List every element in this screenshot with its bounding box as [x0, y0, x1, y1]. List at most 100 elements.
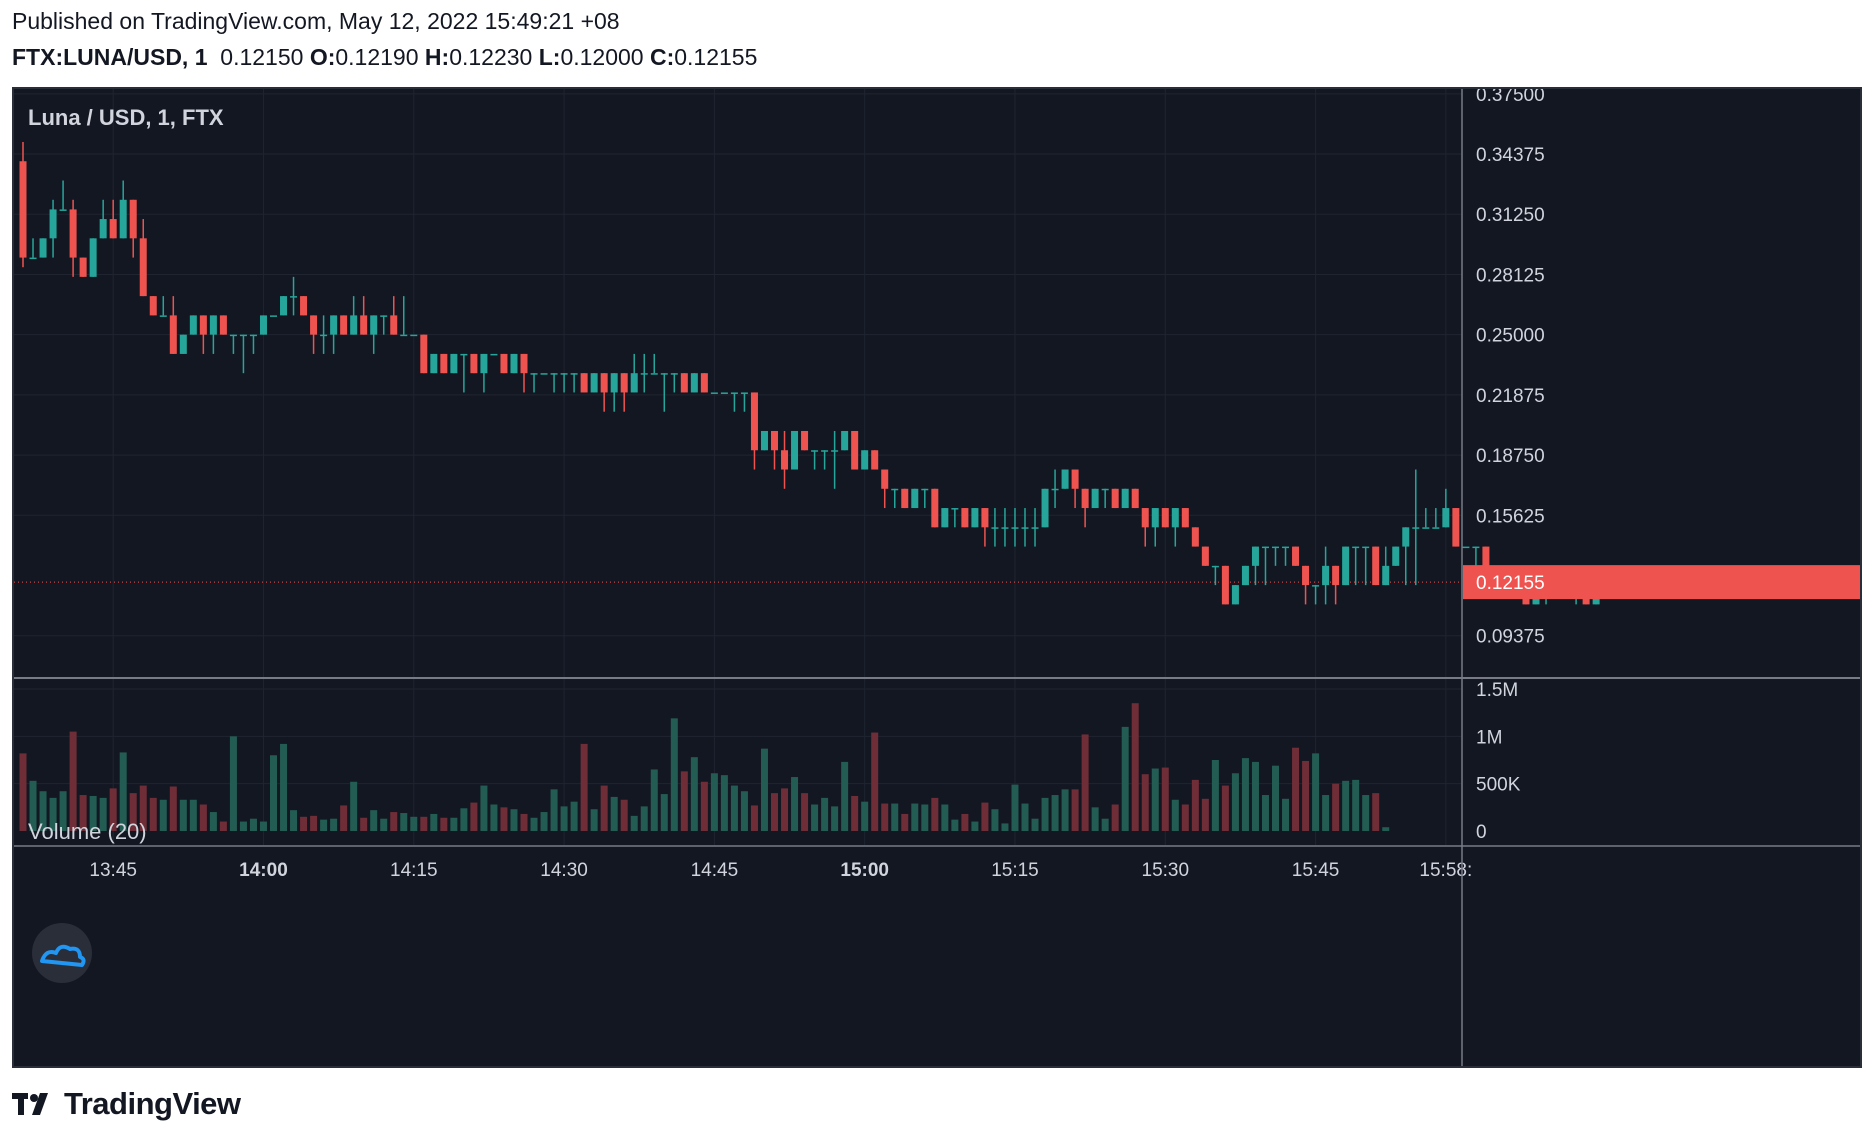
cloud-icon	[40, 944, 86, 967]
volume-bar	[239, 821, 247, 831]
candle-body	[119, 199, 127, 239]
volume-bar	[560, 806, 568, 831]
price-tick-label: 0.28125	[1476, 265, 1545, 286]
volume-bar	[931, 797, 939, 831]
candle-body	[199, 315, 207, 335]
candle-body	[129, 199, 137, 239]
candlestick-chart[interactable]: 0.37500 0.34375 0.31250 0.28125 0.25000 0.218…	[14, 89, 1860, 1066]
volume-bar	[791, 777, 799, 831]
open-value: 0.12190	[335, 44, 419, 70]
candle-body	[1372, 546, 1380, 586]
candle-body	[1241, 565, 1249, 586]
volume-bar	[881, 803, 889, 831]
time-tick-label: 15:45	[1292, 860, 1340, 881]
volume-bar	[1061, 789, 1069, 831]
candle-body	[1482, 546, 1490, 566]
volume-bar	[280, 743, 288, 831]
candle	[1251, 546, 1259, 586]
volume-bar	[911, 803, 919, 831]
candle-body	[1432, 527, 1440, 529]
candle	[500, 353, 508, 374]
candle-body	[1352, 546, 1360, 549]
published-info: Published on TradingView.com, May 12, 20…	[12, 8, 620, 34]
candle-body	[891, 488, 899, 491]
volume-bar	[290, 810, 298, 831]
candle	[450, 353, 458, 374]
candle-body	[340, 315, 348, 335]
volume-bar	[1091, 807, 1099, 831]
volume-bar	[740, 791, 748, 831]
candle-body	[781, 450, 789, 470]
candle	[1231, 585, 1239, 605]
candle	[1191, 527, 1199, 547]
volume-bar	[630, 815, 638, 831]
candle	[1081, 488, 1089, 528]
candle-body	[280, 296, 288, 316]
candle	[280, 296, 288, 316]
tradingview-logo[interactable]: TradingView	[12, 1086, 241, 1122]
candle	[1021, 508, 1029, 547]
volume-bar	[79, 795, 87, 831]
volume-bar	[771, 793, 778, 831]
volume-bar	[179, 799, 187, 831]
candle	[1272, 546, 1279, 566]
candle-body	[229, 334, 237, 337]
candle-body	[530, 373, 538, 375]
candle-body	[1021, 527, 1029, 529]
candle	[19, 141, 27, 268]
time-tick-label: 15:30	[1142, 860, 1190, 881]
volume-bar	[330, 818, 338, 831]
volume-bar	[760, 748, 768, 831]
candle-body	[490, 353, 498, 356]
candle	[1221, 565, 1229, 605]
high-value: 0.12230	[449, 44, 533, 70]
candle-body	[169, 315, 177, 354]
time-tick-label: 15:15	[991, 860, 1039, 881]
candle	[109, 199, 117, 239]
candle-body	[470, 353, 478, 374]
candle	[1001, 508, 1009, 547]
volume-bar	[961, 813, 969, 831]
candle	[811, 450, 819, 470]
volume-bar	[300, 816, 308, 831]
candle-body	[380, 315, 388, 317]
candle	[259, 315, 267, 335]
candle-body	[500, 353, 508, 374]
candle	[239, 334, 247, 374]
volume-bar	[1191, 779, 1199, 831]
close-value: 0.12155	[674, 44, 758, 70]
volume-bar	[781, 788, 789, 831]
volume-bar	[650, 769, 658, 831]
candle-body	[630, 373, 638, 393]
candle-body	[1141, 508, 1149, 528]
candle-body	[670, 373, 678, 375]
candle-body	[1251, 546, 1259, 566]
candle-body	[440, 353, 448, 374]
candle-body	[690, 373, 698, 393]
tradingview-badge[interactable]	[32, 923, 92, 983]
candle	[1091, 488, 1099, 509]
candle	[290, 276, 298, 316]
candle	[891, 488, 899, 509]
candle	[660, 373, 668, 412]
volume-bar	[1131, 703, 1139, 831]
volume-bar	[229, 736, 237, 831]
candle	[540, 373, 548, 375]
volume-bar	[270, 755, 277, 831]
candle-body	[821, 450, 829, 452]
volume-bar	[1322, 795, 1330, 831]
candle-body	[1181, 508, 1189, 528]
candle-body	[1031, 527, 1039, 529]
candle-body	[139, 238, 147, 297]
volume-bar	[1021, 803, 1029, 831]
candle-body	[1282, 546, 1290, 549]
price-tick-label: 0.18750	[1476, 446, 1545, 467]
candle	[1332, 565, 1340, 605]
volume-tick-label: 1.5M	[1476, 680, 1518, 701]
candle-body	[1061, 469, 1069, 489]
candle-body	[640, 373, 648, 375]
candle	[1261, 546, 1269, 586]
candle	[1111, 488, 1119, 509]
chart-frame[interactable]: 0.37500 0.34375 0.31250 0.28125 0.25000 0.218…	[12, 87, 1862, 1068]
volume-bar	[801, 793, 809, 831]
